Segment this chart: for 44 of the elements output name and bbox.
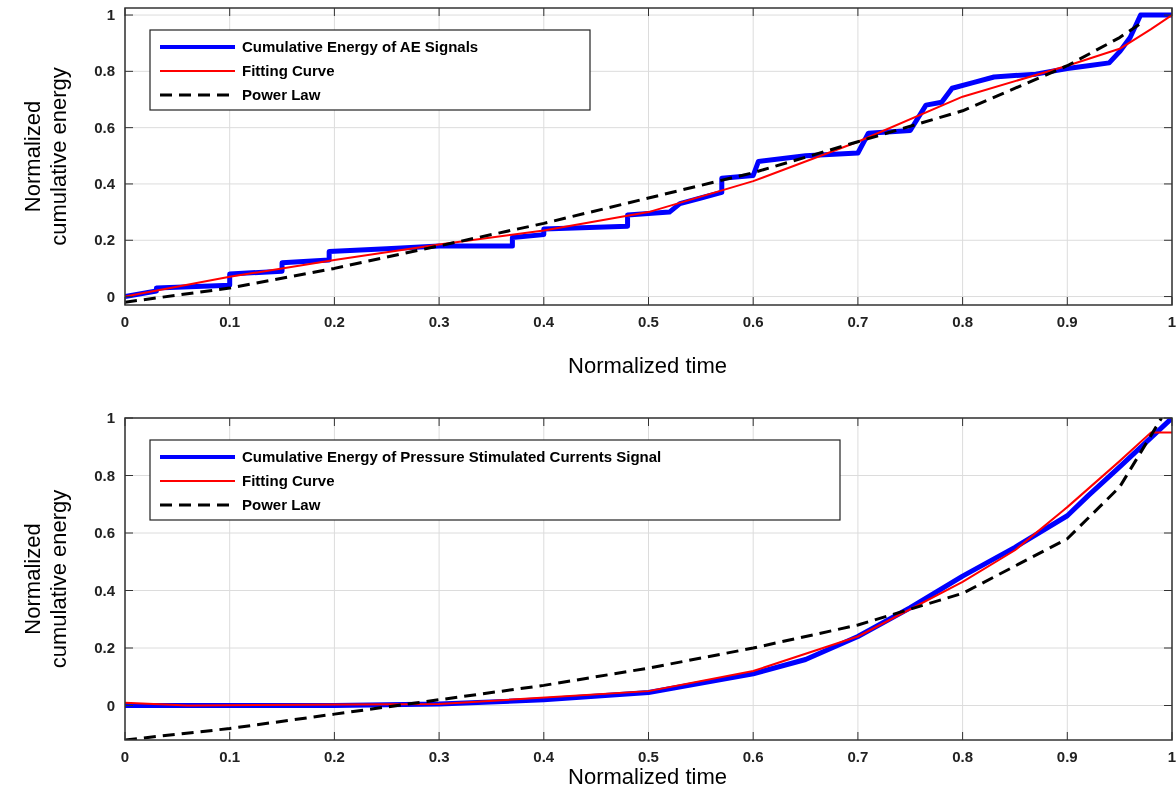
x-axis-title: Normalized time [568, 353, 727, 378]
x-tick-label: 0.8 [952, 313, 974, 330]
legend-label: Fitting Curve [242, 62, 335, 79]
y-tick-label: 1 [106, 6, 115, 24]
x-tick-label: 0.2 [323, 313, 345, 330]
x-tick-label: 0.6 [742, 313, 764, 330]
y-tick-label: 0.6 [94, 524, 115, 541]
x-tick-label: 0.5 [638, 313, 659, 330]
x-tick-label: 1 [1167, 748, 1176, 765]
x-tick-label: 0.3 [428, 748, 450, 765]
x-tick-label: 0.9 [1056, 748, 1078, 765]
x-tick-label: 0.7 [847, 313, 869, 330]
x-tick-label: 0.3 [428, 313, 450, 330]
legend-label: Fitting Curve [242, 472, 335, 489]
legend-label: Power Law [242, 496, 321, 513]
x-tick-label: 0.4 [533, 313, 555, 330]
x-tick-label: 0.1 [219, 748, 241, 765]
x-tick-label: 0 [120, 748, 130, 765]
x-tick-label: 0.9 [1056, 313, 1078, 330]
x-tick-label: 0.6 [742, 748, 764, 765]
y-tick-label: 0.8 [94, 62, 115, 80]
x-tick-label: 0.5 [638, 748, 659, 765]
x-axis-title: Normalized time [568, 764, 727, 789]
x-tick-label: 0.2 [323, 748, 345, 765]
legend-label: Cumulative Energy of AE Signals [242, 38, 479, 55]
y-tick-label: 0.4 [94, 174, 116, 192]
y-tick-label: 0.2 [94, 639, 115, 656]
y-tick-label: 1 [106, 409, 115, 426]
x-tick-label: 0.8 [952, 748, 974, 765]
x-tick-label: 0.7 [847, 748, 869, 765]
legend-label: Power Law [242, 86, 321, 103]
y-tick-label: 0 [106, 287, 115, 305]
y-tick-label: 0.2 [94, 231, 115, 249]
legend-label: Cumulative Energy of Pressure Stimulated Currents Signal [242, 448, 662, 465]
y-axis-title: Normalized cumulative energy [20, 67, 71, 246]
y-tick-label: 0 [106, 696, 115, 714]
x-tick-label: 0.1 [219, 313, 241, 330]
x-tick-label: 0.4 [533, 748, 555, 765]
y-axis-title: Normalized cumulative energy [20, 489, 71, 669]
x-tick-label: 1 [1167, 313, 1176, 330]
y-tick-label: 0.8 [94, 466, 115, 484]
y-tick-label: 0.6 [94, 118, 115, 136]
x-tick-label: 0 [120, 313, 130, 330]
y-tick-label: 0.4 [94, 581, 116, 599]
